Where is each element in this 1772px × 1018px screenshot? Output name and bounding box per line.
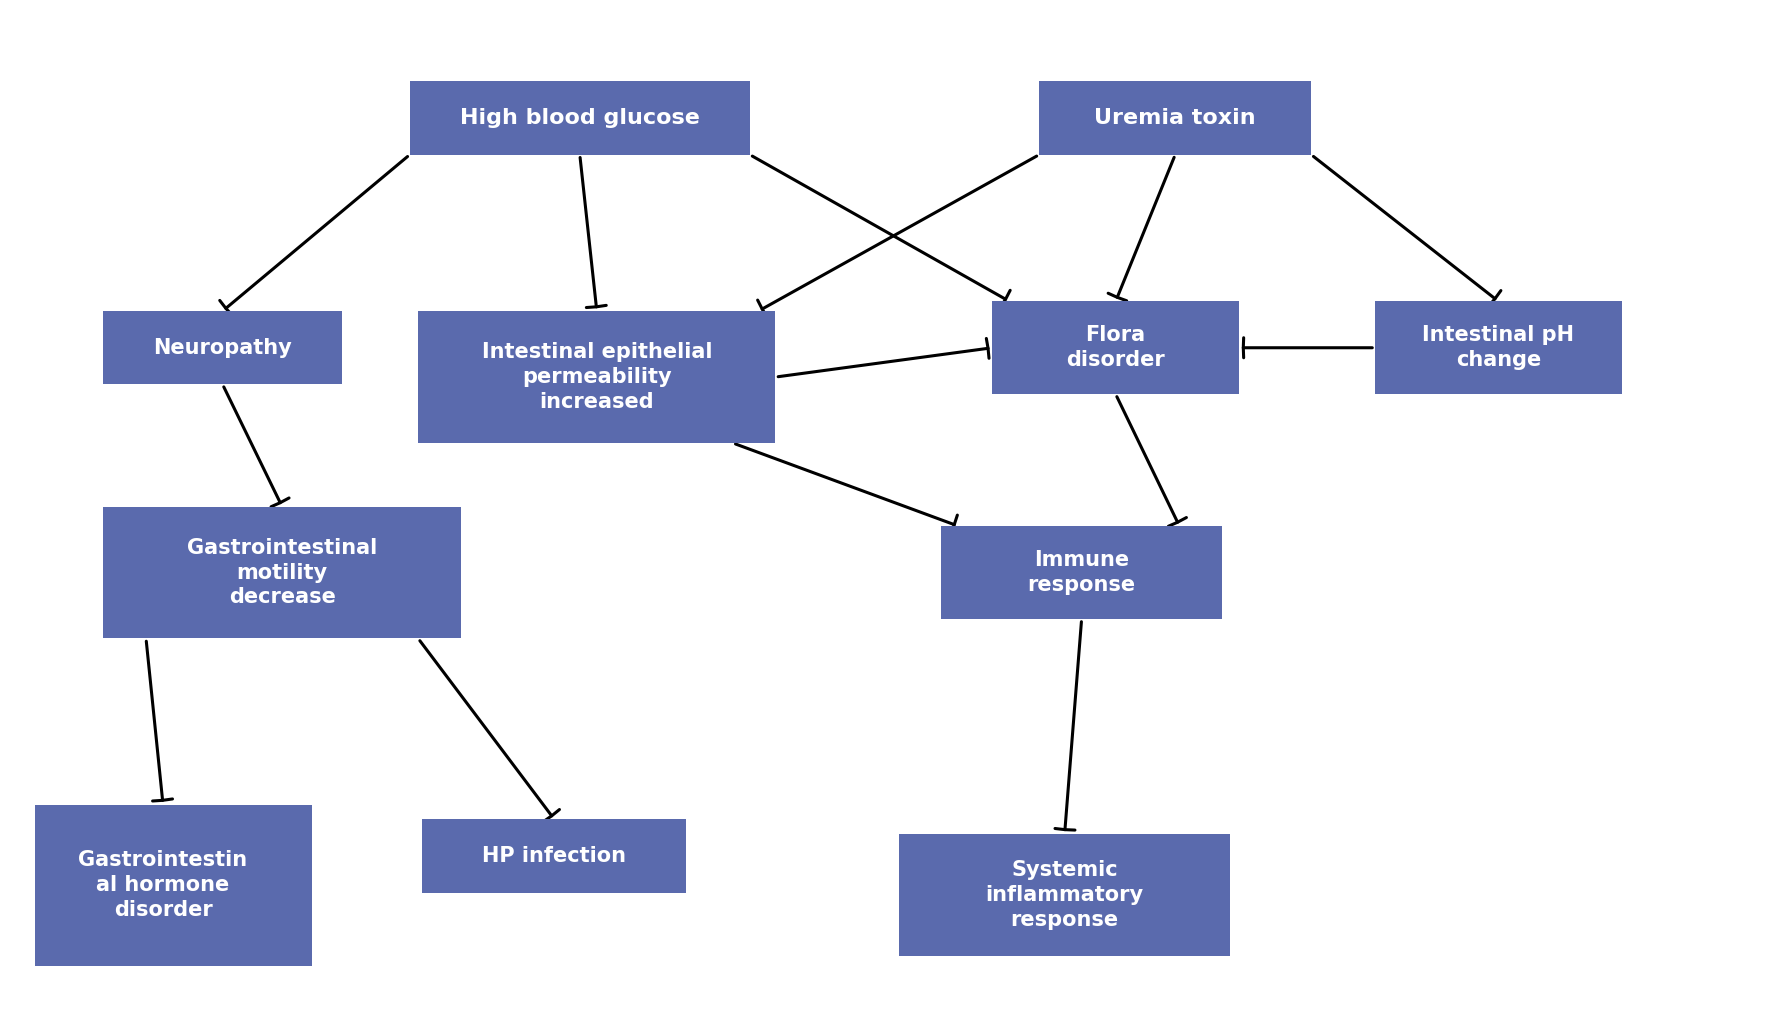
Text: Neuropathy: Neuropathy — [152, 338, 292, 357]
Text: Uremia toxin: Uremia toxin — [1095, 108, 1256, 128]
Text: Intestinal pH
change: Intestinal pH change — [1423, 326, 1574, 371]
FancyBboxPatch shape — [1038, 81, 1311, 155]
Text: Flora
disorder: Flora disorder — [1067, 326, 1164, 371]
Text: Systemic
inflammatory
response: Systemic inflammatory response — [985, 860, 1143, 929]
Text: Immune
response: Immune response — [1028, 550, 1136, 595]
FancyBboxPatch shape — [418, 312, 776, 443]
Text: HP infection: HP infection — [482, 846, 626, 866]
FancyBboxPatch shape — [14, 804, 312, 966]
FancyBboxPatch shape — [103, 507, 461, 638]
FancyBboxPatch shape — [898, 834, 1230, 956]
Text: Intestinal epithelial
permeability
increased: Intestinal epithelial permeability incre… — [482, 342, 712, 412]
FancyBboxPatch shape — [941, 526, 1223, 619]
FancyBboxPatch shape — [422, 819, 686, 893]
Text: Gastrointestinal
motility
decrease: Gastrointestinal motility decrease — [188, 538, 377, 608]
FancyBboxPatch shape — [992, 301, 1239, 394]
FancyBboxPatch shape — [103, 312, 342, 385]
FancyBboxPatch shape — [1375, 301, 1621, 394]
FancyBboxPatch shape — [409, 81, 750, 155]
Text: Gastrointestin
al hormone
disorder: Gastrointestin al hormone disorder — [78, 850, 248, 920]
Text: High blood glucose: High blood glucose — [461, 108, 700, 128]
